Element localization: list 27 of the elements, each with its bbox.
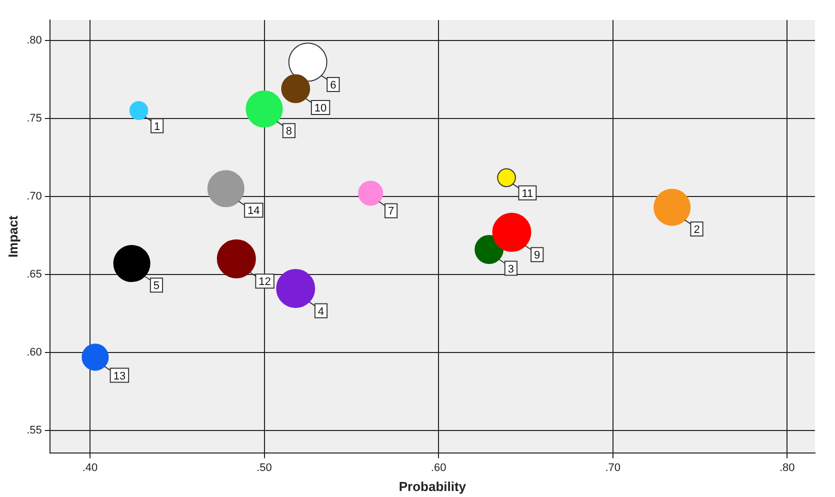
annotation: 9 xyxy=(534,250,540,262)
annotation: 3 xyxy=(508,263,514,276)
annotation: 2 xyxy=(694,224,700,236)
y-tick-label: .65 xyxy=(26,268,42,280)
y-axis-title: Impact xyxy=(5,214,20,258)
annotation: 1 xyxy=(154,120,160,133)
annotation: 4 xyxy=(318,306,324,318)
y-tick-label: .80 xyxy=(26,34,42,46)
annotation: 13 xyxy=(113,370,126,382)
x-tick-label: .80 xyxy=(779,462,795,474)
annotation: 10 xyxy=(314,102,327,114)
annotation: 6 xyxy=(330,79,336,92)
annotation: 14 xyxy=(248,205,260,218)
x-tick-label: .40 xyxy=(82,462,98,474)
y-tick-label: .75 xyxy=(26,112,42,124)
annotation: 5 xyxy=(153,280,160,292)
annotation: 12 xyxy=(258,276,271,288)
y-tick-label: .70 xyxy=(26,190,42,202)
y-tick-label: .55 xyxy=(26,424,42,437)
x-axis-title: Probability xyxy=(398,478,467,494)
annotation: 11 xyxy=(522,188,534,200)
annotation: 7 xyxy=(388,206,394,218)
annotation: 8 xyxy=(286,126,292,138)
y-tick-label: .60 xyxy=(26,346,42,359)
x-tick-label: .50 xyxy=(256,462,272,474)
x-tick-label: .70 xyxy=(605,462,620,474)
x-tick-label: .60 xyxy=(430,462,446,474)
